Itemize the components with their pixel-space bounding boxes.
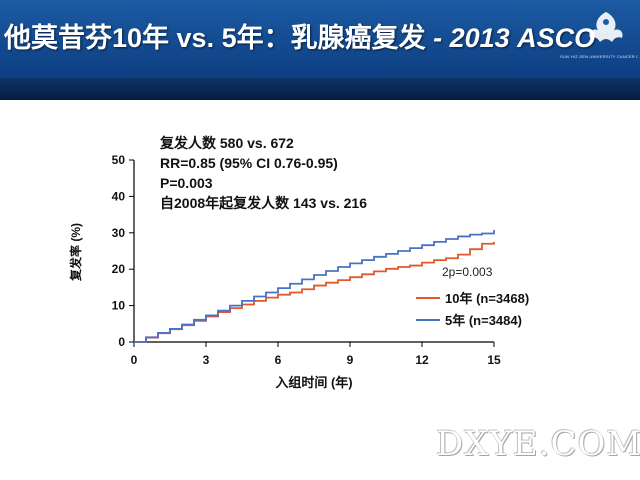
- title-bar: [0, 0, 640, 78]
- slide-title-suffix: - 2013 ASCO: [425, 23, 596, 53]
- legend-label: 5年 (n=3484): [445, 313, 522, 328]
- y-axis-title: 复发率 (%): [68, 223, 83, 282]
- y-tick-label: 50: [112, 153, 126, 167]
- x-tick-label: 9: [347, 353, 354, 367]
- recurrence-chart: 0 3 6 9 12 15 0 10 20 30 40 50 10年 (n=3468) 5年 (n=34…: [68, 153, 529, 390]
- p-value-label: 2p=0.003: [442, 265, 493, 279]
- title-bar-band: [0, 78, 640, 100]
- watermark: DXYE.COM: [436, 424, 640, 464]
- y-tick-label: 30: [112, 226, 126, 240]
- y-tick-label: 0: [118, 335, 125, 349]
- series-line-1: [134, 229, 495, 343]
- chart-axes: [133, 160, 494, 343]
- annotation-line: RR=0.85 (95% CI 0.76-0.95): [160, 155, 338, 171]
- x-tick-label: 6: [275, 353, 282, 367]
- asco-logo-icon: [589, 12, 623, 42]
- series-line-0: [134, 241, 495, 343]
- y-tick-label: 20: [112, 262, 126, 276]
- logo-caption: SUN YAT-SEN UNIVERSITY CANCER CENTER: [560, 54, 638, 59]
- y-tick-label: 40: [112, 189, 126, 203]
- statistics-annotation: 复发人数 580 vs. 672 RR=0.85 (95% CI 0.76-0.…: [160, 133, 367, 213]
- x-tick-label: 0: [131, 353, 138, 367]
- y-tick-label: 10: [112, 299, 126, 313]
- x-tick-label: 12: [415, 353, 429, 367]
- legend-label: 10年 (n=3468): [445, 291, 529, 306]
- annotation-line: 自2008年起复发人数 143 vs. 216: [160, 195, 367, 211]
- annotation-line: P=0.003: [160, 175, 213, 191]
- x-tick-label: 15: [487, 353, 501, 367]
- annotation-line: 复发人数 580 vs. 672: [160, 135, 294, 151]
- x-tick-label: 3: [203, 353, 210, 367]
- x-axis-title: 入组时间 (年): [275, 375, 352, 390]
- slide-title-main: 他莫昔芬10年 vs. 5年：乳腺癌复发: [4, 23, 426, 53]
- slide-title: 他莫昔芬10年 vs. 5年：乳腺癌复发 - 2013 ASCO: [4, 18, 595, 58]
